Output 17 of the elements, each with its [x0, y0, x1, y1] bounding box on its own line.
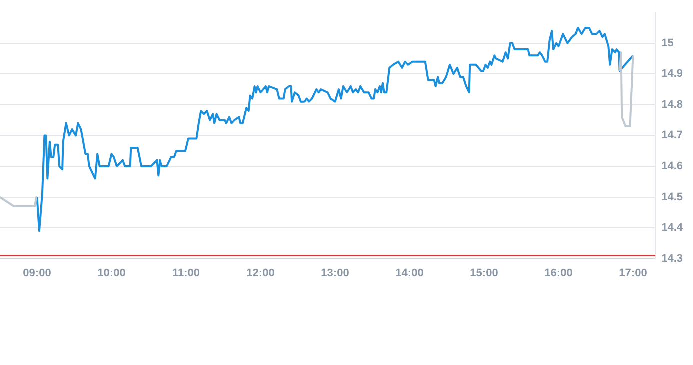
- x-tick-label: 14:00: [396, 267, 424, 280]
- x-tick-label: 10:00: [98, 267, 126, 280]
- y-tick-label: 15: [662, 37, 674, 50]
- x-tick-label: 13:00: [321, 267, 350, 280]
- x-tick-label: 16:00: [544, 267, 573, 280]
- y-tick-label: 14.8: [662, 98, 684, 111]
- x-tick-label: 17:00: [619, 267, 648, 280]
- y-tick-label: 14.5: [662, 191, 684, 204]
- x-tick-label: 12:00: [246, 267, 275, 280]
- x-tick-label: 09:00: [23, 267, 52, 280]
- y-tick-label: 14.7: [662, 130, 684, 142]
- y-tick-label: 14.4: [662, 222, 684, 234]
- y-tick-label: 14.3: [662, 252, 684, 265]
- y-tick-label: 14.6: [662, 160, 684, 173]
- x-tick-label: 15:00: [470, 267, 498, 280]
- y-tick-label: 14.9: [662, 68, 684, 80]
- x-tick-label: 11:00: [172, 267, 200, 280]
